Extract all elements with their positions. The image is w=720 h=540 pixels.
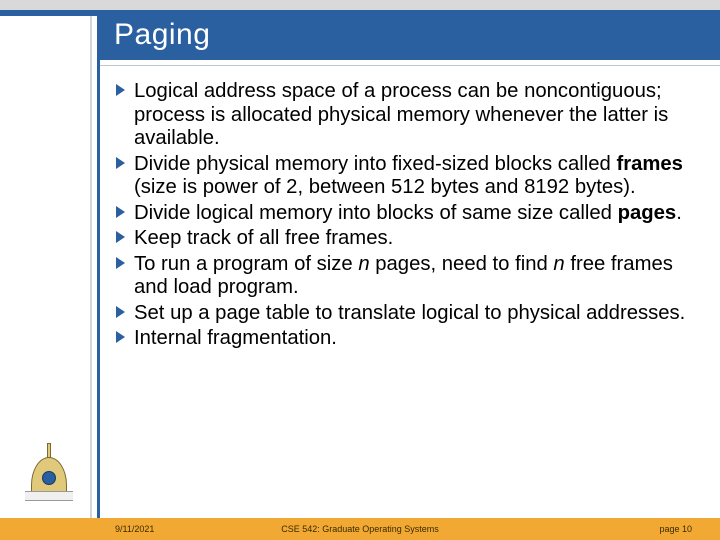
dome-seal-icon: [42, 471, 56, 485]
slide: Paging Logical address space of a proces…: [0, 0, 720, 540]
sidebar-rule-light: [90, 16, 92, 540]
bullet-item: Internal fragmentation.: [114, 327, 700, 351]
title-bar: Paging: [100, 10, 720, 60]
sidebar-rule-blue: [97, 16, 100, 540]
footer-date: 9/11/2021: [115, 524, 154, 534]
slide-title: Paging: [114, 18, 210, 52]
top-gray-band: [100, 0, 720, 10]
content-body: Logical address space of a process can b…: [114, 80, 700, 502]
bullet-item: Divide physical memory into fixed-sized …: [114, 153, 700, 200]
logo-dome: [15, 425, 85, 505]
bullet-list: Logical address space of a process can b…: [114, 80, 700, 351]
left-sidebar: [0, 0, 100, 540]
sidebar-band-blue: [0, 10, 100, 16]
sidebar-band-gray: [0, 0, 100, 10]
footer-bar: 9/11/2021 CSE 542: Graduate Operating Sy…: [0, 518, 720, 540]
bullet-item: To run a program of size n pages, need t…: [114, 253, 700, 300]
bullet-item: Keep track of all free frames.: [114, 227, 700, 251]
bullet-item: Divide logical memory into blocks of sam…: [114, 202, 700, 226]
footer-course: CSE 542: Graduate Operating Systems: [281, 524, 439, 534]
bullet-item: Logical address space of a process can b…: [114, 80, 700, 151]
under-title-rule: [100, 60, 720, 66]
dome-base-icon: [25, 491, 73, 501]
footer-page: page 10: [659, 524, 692, 534]
bullet-item: Set up a page table to translate logical…: [114, 302, 700, 326]
